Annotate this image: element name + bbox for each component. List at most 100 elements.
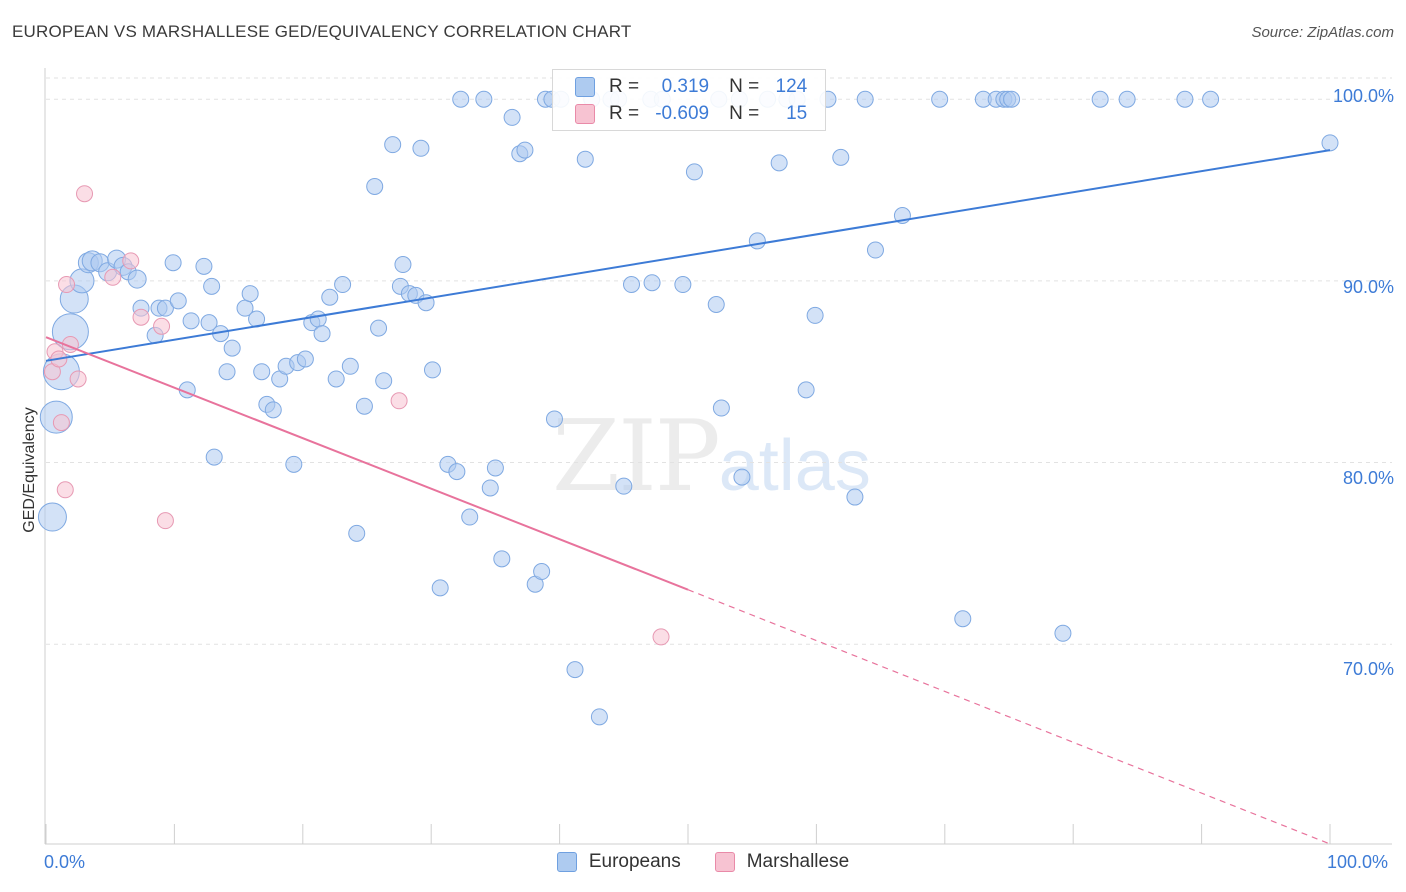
- europeans-point: [195, 257, 213, 275]
- watermark: ZIPatlas: [552, 400, 871, 514]
- europeans-point: [253, 363, 271, 381]
- europeans-point: [486, 459, 504, 477]
- europeans-point: [566, 661, 584, 679]
- bottom-legend-europeans: Europeans: [556, 851, 681, 873]
- europeans-point: [806, 306, 824, 324]
- europeans-trend-line: [45, 149, 1331, 362]
- legend-row-marshallese: R = -0.609 N = 15: [575, 101, 807, 127]
- europeans-point: [375, 372, 393, 390]
- marshallese-point: [104, 268, 122, 286]
- europeans-point: [341, 357, 359, 375]
- europeans-point: [576, 150, 594, 168]
- europeans-point: [733, 468, 751, 486]
- trend-lines: [45, 149, 1331, 845]
- europeans-point: [615, 477, 633, 495]
- legend-swatch-europeans: [575, 77, 595, 97]
- europeans-point: [241, 285, 259, 303]
- europeans-point: [203, 277, 221, 295]
- europeans-point: [327, 370, 345, 388]
- europeans-point: [169, 292, 187, 310]
- europeans-point: [285, 455, 303, 473]
- x-tick-100: 100.0%: [1327, 852, 1389, 872]
- legend-n-value: 15: [786, 103, 808, 124]
- marshallese-point: [69, 370, 87, 388]
- europeans-point: [954, 610, 972, 628]
- europeans-point: [866, 241, 884, 259]
- legend: R = 0.319 N = 124 R = -0.609 N = 15: [552, 69, 826, 131]
- europeans-point: [313, 325, 331, 343]
- axes: [44, 68, 1392, 845]
- y-tick-90: 90.0%: [1342, 277, 1394, 297]
- y-tick-80: 80.0%: [1342, 468, 1394, 488]
- grid-lines: [46, 77, 1392, 645]
- europeans-point: [264, 401, 282, 419]
- europeans-point: [355, 397, 373, 415]
- europeans-point: [1202, 90, 1220, 108]
- marshallese-point: [153, 317, 171, 335]
- europeans-point: [370, 319, 388, 337]
- y-axis-label: GED/Equivalency: [21, 407, 38, 533]
- europeans-point: [412, 139, 430, 157]
- bottom-legend-marshallese: Marshallese: [714, 851, 850, 873]
- legend-r-label: R =: [609, 76, 640, 97]
- europeans-point: [707, 296, 725, 314]
- x-tick-0: 0.0%: [44, 852, 86, 872]
- europeans-point: [770, 154, 788, 172]
- europeans-point: [1054, 624, 1072, 642]
- marshallese-point: [122, 252, 140, 270]
- legend-r-label: R =: [609, 103, 640, 124]
- watermark-zip: ZIP: [552, 400, 721, 514]
- chart-title: EUROPEAN VS MARSHALLESE GED/EQUIVALENCY …: [12, 22, 632, 41]
- legend-swatch-marshallese: [575, 104, 595, 124]
- europeans-point: [856, 90, 874, 108]
- europeans-point: [37, 502, 67, 532]
- europeans-point: [321, 288, 339, 306]
- marshallese-point: [156, 512, 174, 530]
- bottom-legend-swatch-europeans: [556, 852, 577, 872]
- europeans-point: [431, 579, 449, 597]
- europeans-point: [712, 399, 730, 417]
- legend-r-value: 0.319: [661, 76, 710, 97]
- bottom-legend-label-europeans: Europeans: [588, 851, 681, 872]
- europeans-point: [384, 136, 402, 154]
- europeans-point: [1176, 90, 1194, 108]
- europeans-point: [931, 90, 949, 108]
- europeans-point: [348, 524, 366, 542]
- europeans-point: [493, 550, 511, 568]
- europeans-point: [200, 314, 218, 332]
- marshallese-point: [52, 414, 70, 432]
- marshallese-point: [56, 481, 74, 499]
- europeans-point: [797, 381, 815, 399]
- marshallese-point: [390, 392, 408, 410]
- marshallese-point: [76, 185, 94, 203]
- europeans-point: [366, 177, 384, 195]
- marshallese-point: [58, 276, 76, 294]
- source-credit: Source: ZipAtlas.com: [1251, 24, 1394, 41]
- watermark-atlas: atlas: [718, 426, 871, 506]
- marshallese-points: [43, 185, 670, 646]
- marshallese-point: [132, 308, 150, 326]
- europeans-points: [37, 90, 1339, 726]
- europeans-point: [127, 269, 147, 289]
- europeans-point: [218, 363, 236, 381]
- europeans-point: [1321, 134, 1339, 152]
- legend-n-value: 124: [775, 76, 808, 97]
- europeans-point: [832, 148, 850, 166]
- legend-n-label: N =: [729, 103, 760, 124]
- bottom-legend-label-marshallese: Marshallese: [746, 851, 850, 872]
- y-tick-70: 70.0%: [1342, 659, 1394, 679]
- europeans-point: [309, 310, 327, 328]
- europeans-point: [748, 232, 766, 250]
- europeans-point: [296, 350, 314, 368]
- europeans-point: [448, 463, 466, 481]
- y-tick-100: 100.0%: [1332, 86, 1394, 106]
- europeans-point: [394, 256, 412, 274]
- europeans-point: [334, 276, 352, 294]
- europeans-point: [533, 563, 551, 581]
- europeans-point: [643, 274, 661, 292]
- europeans-point: [1091, 90, 1109, 108]
- europeans-point: [590, 708, 608, 726]
- europeans-point: [516, 141, 534, 159]
- europeans-point: [685, 163, 703, 181]
- marshallese-point: [652, 628, 670, 646]
